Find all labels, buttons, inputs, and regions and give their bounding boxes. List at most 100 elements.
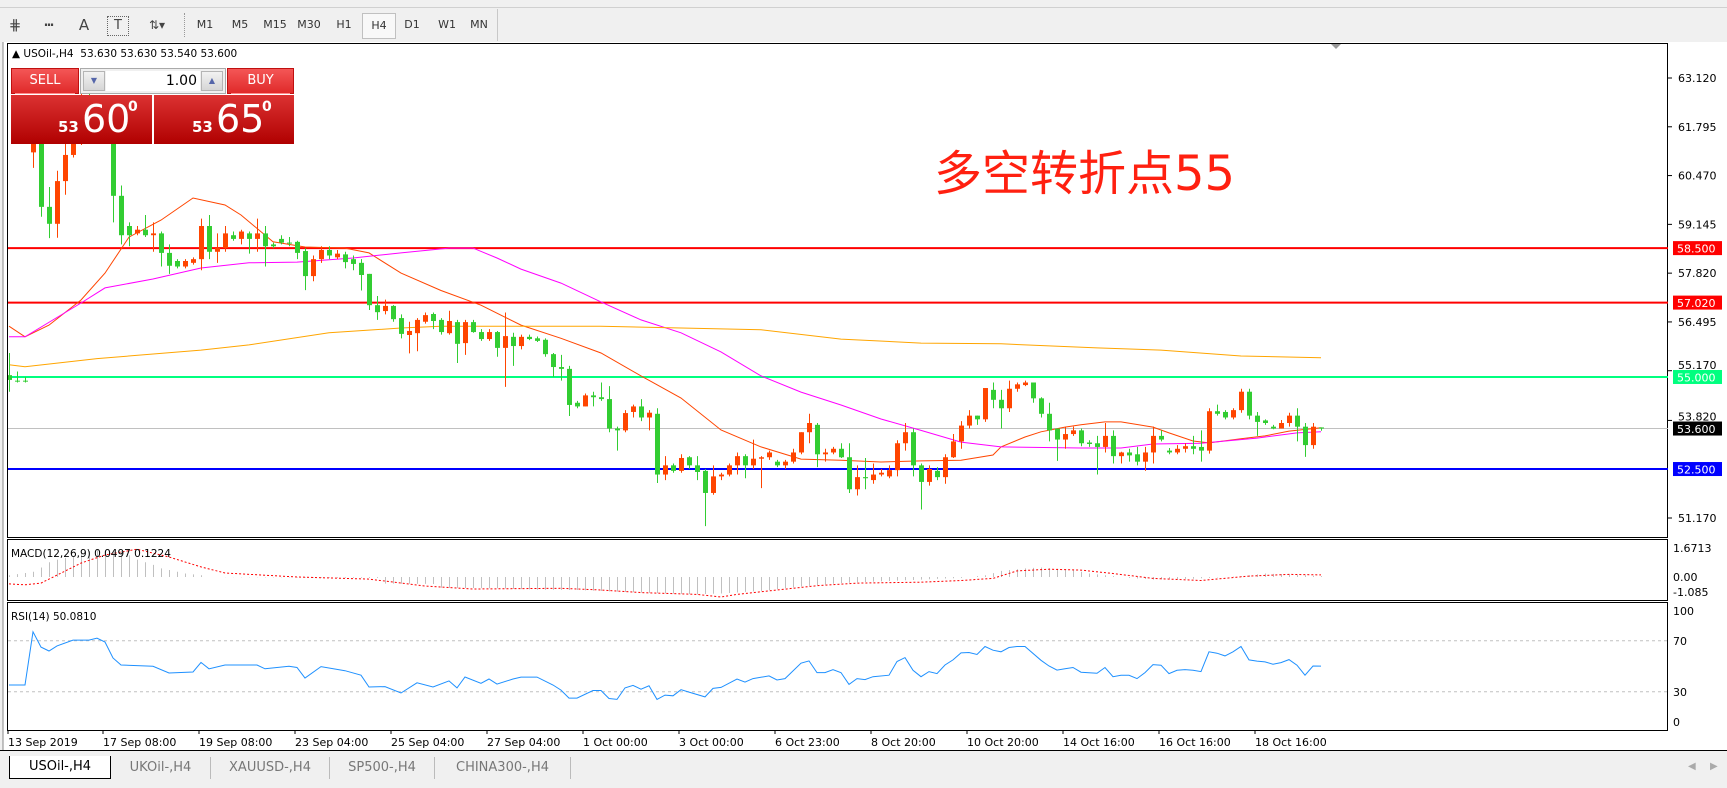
candle-body (1311, 426, 1316, 446)
sell-price-pips: 60 (82, 97, 131, 141)
candle (223, 226, 228, 252)
level-price-box (1673, 295, 1722, 310)
price-tick-label: 53.820 (1678, 411, 1717, 424)
period-separator-icon[interactable]: ┅ (44, 16, 54, 34)
candle (671, 463, 676, 473)
tab-xauusd-h4[interactable]: XAUUSD-,H4 (211, 757, 330, 779)
candle (1199, 430, 1204, 462)
scroll-left-icon[interactable]: ◀ (1688, 761, 1696, 772)
candle (1031, 382, 1036, 403)
candle-body (631, 406, 636, 412)
candle-body (215, 248, 220, 252)
candle-body (807, 423, 812, 433)
candle-body (1223, 411, 1228, 418)
text-icon[interactable]: A (78, 16, 90, 34)
candle (127, 222, 132, 247)
timeframe-mn[interactable]: MN (470, 18, 488, 31)
tab-usoil-h4[interactable]: USOil-,H4 (9, 756, 111, 779)
timeframe-h4[interactable]: H4 (362, 13, 396, 39)
chart-shift-marker[interactable] (1331, 44, 1341, 49)
text-label-icon[interactable]: T (107, 16, 129, 36)
candle-body (727, 465, 732, 475)
grid-e-icon[interactable]: ⋕ (8, 16, 22, 34)
decrease-lot-button[interactable]: ▼ (83, 71, 105, 91)
chart-annotation-text[interactable]: 多空转折点55 (934, 146, 1236, 202)
timeframe-m15[interactable]: M15 (263, 18, 287, 31)
tab-ukoil-h4[interactable]: UKOil-,H4 (111, 757, 211, 779)
timeframe-h1[interactable]: H1 (336, 18, 352, 31)
candle (207, 214, 212, 260)
tab-sp500-h4[interactable]: SP500-,H4 (330, 757, 435, 779)
candle (583, 393, 588, 407)
toolbar-separator (184, 13, 187, 37)
candle (799, 432, 804, 455)
candle-body (223, 233, 228, 249)
candle-body (295, 241, 300, 253)
candle (1151, 426, 1156, 464)
candle-body (1079, 430, 1084, 444)
candle (399, 314, 404, 339)
candle-body (743, 456, 748, 466)
timeframe-m1[interactable]: M1 (196, 18, 214, 31)
candle-body (1135, 454, 1140, 462)
candle-body (1207, 411, 1212, 451)
increase-lot-button[interactable]: ▲ (201, 71, 223, 91)
candle-body (615, 428, 620, 431)
candle-body (767, 452, 772, 458)
buy-price-box[interactable]: 53 65 0 (154, 95, 294, 144)
candle-body (423, 315, 428, 322)
candle (1247, 388, 1252, 420)
candle-body (175, 260, 180, 267)
chart-header: ▲ USOil-,H4 53.630 53.630 53.540 53.600 (12, 48, 237, 60)
timeframe-m5[interactable]: M5 (231, 18, 249, 31)
candle (63, 141, 68, 195)
timeframe-w1[interactable]: W1 (438, 18, 456, 31)
candle (279, 235, 284, 245)
lot-size-input[interactable]: 1.00 (106, 71, 200, 91)
sell-price-box[interactable]: 53 60 0 (11, 95, 152, 144)
candle (311, 255, 316, 282)
candle (151, 222, 156, 252)
candle (1015, 382, 1020, 392)
candle (1295, 408, 1300, 442)
candle (415, 318, 420, 352)
candle-body (823, 452, 828, 455)
candle-body (383, 305, 388, 312)
arrows-icon[interactable]: ⇅▾ (148, 18, 166, 32)
candle-body (1047, 413, 1052, 431)
candle (647, 410, 652, 431)
candle-body (287, 242, 292, 244)
candle (407, 321, 412, 354)
timeframe-d1[interactable]: D1 (404, 18, 420, 31)
tab-china300-h4[interactable]: CHINA300-,H4 (435, 757, 571, 779)
candle-body (551, 354, 556, 368)
candle (1215, 404, 1220, 416)
candle (1103, 423, 1108, 453)
candle (831, 446, 836, 455)
candle-body (735, 456, 740, 466)
buy-button[interactable]: BUY (227, 68, 294, 94)
price-tick-label: 51.170 (1678, 512, 1717, 525)
candle-body (39, 111, 44, 207)
candle-body (111, 137, 116, 196)
candle (1319, 427, 1324, 431)
macd-tick-label: 1.6713 (1673, 542, 1712, 555)
scroll-right-icon[interactable]: ▶ (1710, 761, 1718, 772)
candle-body (815, 424, 820, 455)
candle-body (1175, 448, 1180, 453)
candle (815, 423, 820, 468)
collapse-triangle-icon[interactable]: ▲ (12, 48, 24, 60)
candle-body (583, 395, 588, 407)
candle (367, 273, 372, 310)
timeframe-m30[interactable]: M30 (297, 18, 321, 31)
candle-body (207, 226, 212, 252)
candle-body (8, 375, 12, 380)
candle-body (167, 252, 172, 266)
candle-body (263, 233, 268, 247)
candle (911, 428, 916, 477)
lot-size-stepper[interactable]: ▼ 1.00 ▲ (80, 68, 226, 94)
sell-button[interactable]: SELL (11, 68, 79, 94)
candle (631, 404, 636, 418)
candle-body (1031, 382, 1036, 399)
